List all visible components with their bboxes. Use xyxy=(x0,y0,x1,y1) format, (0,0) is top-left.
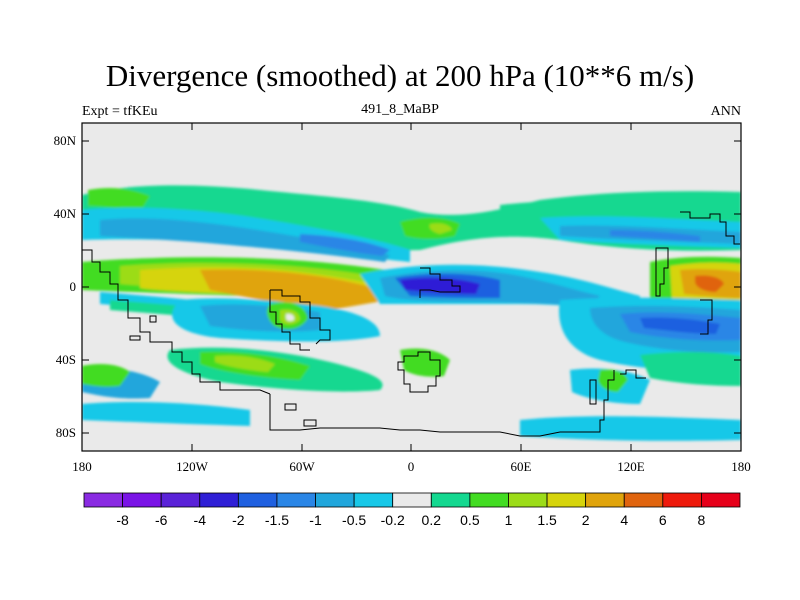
contour-nh-blue2 xyxy=(300,234,390,256)
colorbar-label: 1.5 xyxy=(537,512,557,528)
contour-s-cyan3 xyxy=(82,402,250,426)
colorbar-swatch xyxy=(276,492,316,508)
colorbar-label: 6 xyxy=(659,512,667,528)
divergence-field xyxy=(82,185,741,441)
colorbar-swatch xyxy=(701,492,741,508)
contour-wp-red xyxy=(695,275,724,292)
colorbar-swatch xyxy=(508,492,548,508)
colorbar-labels: -8 -6 -4 -2 -1.5 -1 -0.5 -0.2 0.2 0.5 1 1.5 2 4 6 8 xyxy=(116,512,705,528)
x-tick-marks xyxy=(81,123,742,451)
case-label: 491_8_MaBP xyxy=(361,102,439,117)
contour-asia-blue2 xyxy=(610,230,700,242)
colorbar-swatch xyxy=(83,492,123,508)
y-tick-label: 40N xyxy=(54,206,77,221)
x-tick-label: 180 xyxy=(731,459,751,474)
colorbar-label: 0.2 xyxy=(422,512,442,528)
colorbar-label: 0.5 xyxy=(460,512,480,528)
colorbar-swatch xyxy=(623,492,664,508)
colorbar-label: 8 xyxy=(698,512,706,528)
contour-sio-deep xyxy=(640,317,720,334)
contour-nh-blue xyxy=(100,218,390,262)
colorbar-label: -8 xyxy=(116,512,129,528)
colorbar-label: 2 xyxy=(582,512,590,528)
colorbar-label: -0.5 xyxy=(342,512,366,528)
x-tick-label: 60W xyxy=(289,459,315,474)
x-tick-label: 0 xyxy=(408,459,415,474)
y-tick-marks xyxy=(82,140,741,434)
colorbar-label: -4 xyxy=(194,512,207,528)
colorbar-label: -1.5 xyxy=(265,512,289,528)
plot-title: Divergence (smoothed) at 200 hPa (10**6 … xyxy=(105,58,695,93)
colorbar-swatch xyxy=(546,492,587,508)
contour-s-yellow xyxy=(215,355,275,372)
colorbar-swatch xyxy=(469,492,509,508)
colorbar-swatch xyxy=(237,492,278,508)
contour-nh-green2 xyxy=(88,188,150,212)
y-tick-label: 40S xyxy=(56,352,76,367)
contour-s-green3 xyxy=(82,364,130,387)
x-tick-label: 180 xyxy=(72,459,92,474)
contour-ant-cyan xyxy=(520,416,741,441)
experiment-label: Expt = tfKEu xyxy=(82,104,158,119)
y-tick-label: 80N xyxy=(54,133,77,148)
x-tick-labels: 180 120W 60W 0 60E 120E 180 xyxy=(72,459,751,474)
colorbar xyxy=(83,492,741,508)
colorbar-label: 1 xyxy=(505,512,513,528)
colorbar-swatch xyxy=(199,492,239,508)
contour-pac-green xyxy=(400,217,460,239)
colorbar-swatch xyxy=(122,492,162,508)
colorbar-swatch xyxy=(430,492,471,508)
colorbar-swatch xyxy=(662,492,702,508)
y-tick-label: 80S xyxy=(56,425,76,440)
x-tick-label: 120E xyxy=(617,459,645,474)
colorbar-label: -2 xyxy=(232,512,245,528)
colorbar-label: 4 xyxy=(620,512,628,528)
colorbar-swatch xyxy=(585,492,625,508)
colorbar-swatch xyxy=(315,492,355,508)
contour-sa-white xyxy=(286,313,295,322)
contour-pac-yellow xyxy=(429,223,452,234)
colorbar-swatch xyxy=(353,492,394,508)
x-tick-label: 60E xyxy=(511,459,532,474)
colorbar-swatch xyxy=(392,492,432,508)
x-tick-label: 120W xyxy=(176,459,209,474)
colorbar-swatch xyxy=(160,492,201,508)
colorbar-label: -0.2 xyxy=(381,512,405,528)
contour-sp-green xyxy=(640,352,741,386)
colorbar-label: -6 xyxy=(155,512,168,528)
colorbar-label: -1 xyxy=(309,512,322,528)
contour-au-green2 xyxy=(598,369,628,392)
coastlines xyxy=(82,211,740,437)
season-label: ANN xyxy=(710,104,741,119)
y-tick-labels: 80N 40N 0 40S 80S xyxy=(54,133,77,440)
y-tick-label: 0 xyxy=(70,279,77,294)
contour-eq-orange xyxy=(200,269,400,310)
